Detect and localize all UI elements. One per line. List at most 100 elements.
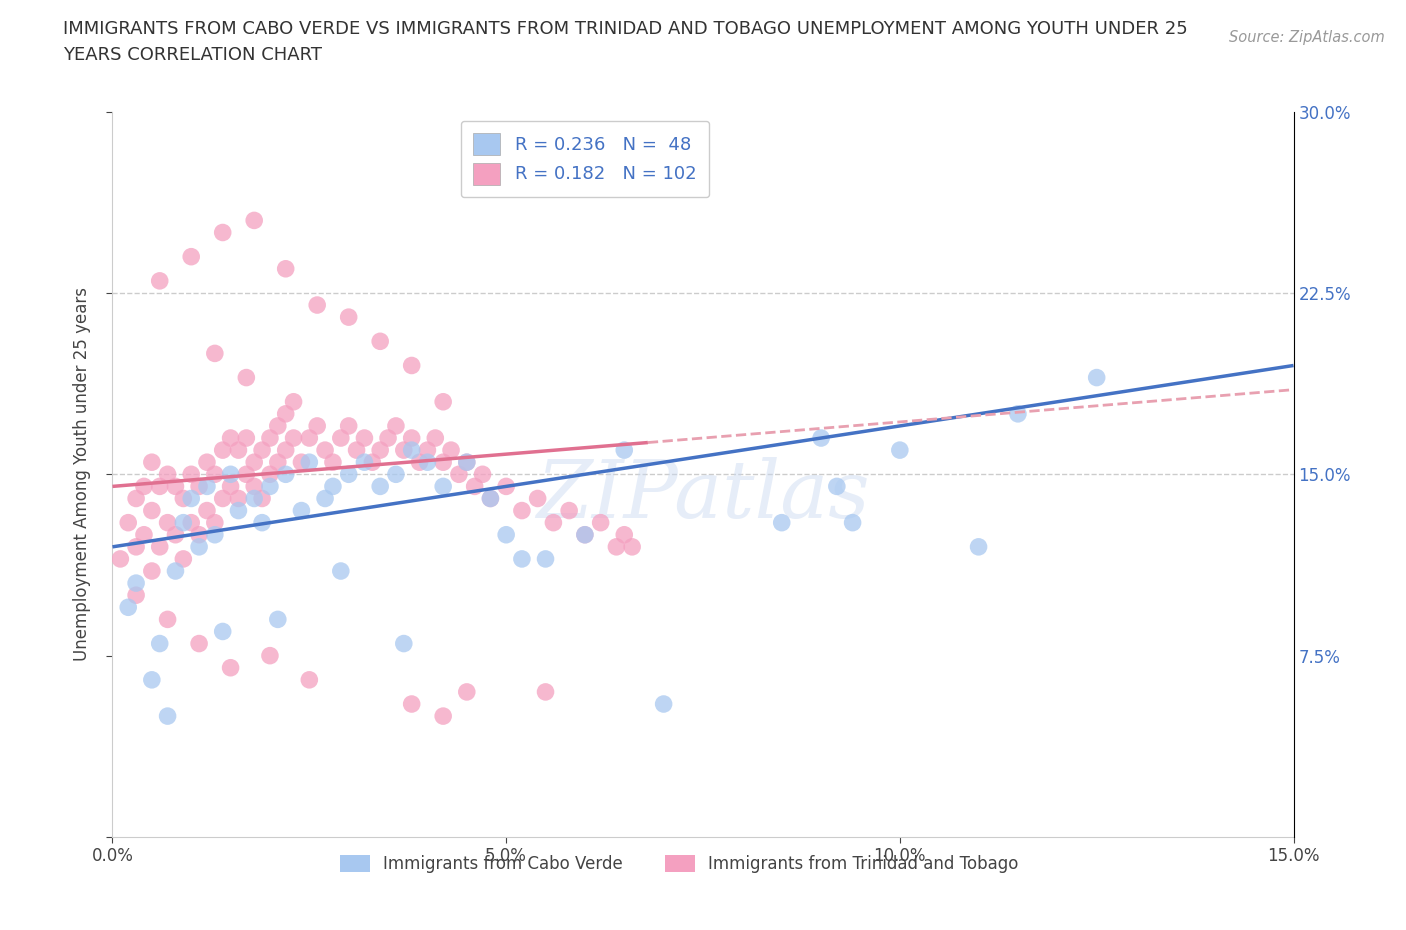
Point [125, 491, 148, 506]
Point [132, 527, 155, 542]
Point [172, 515, 194, 530]
Point [770, 515, 793, 530]
Point [259, 648, 281, 663]
Point [416, 455, 439, 470]
Point [211, 443, 233, 458]
Point [368, 443, 391, 458]
Point [464, 479, 486, 494]
Point [432, 455, 454, 470]
Point [235, 467, 257, 482]
Point [149, 539, 172, 554]
Point [156, 612, 179, 627]
Point [353, 431, 375, 445]
Point [125, 588, 148, 603]
Point [110, 551, 132, 566]
Point [274, 261, 297, 276]
Point [337, 418, 360, 433]
Point [967, 539, 990, 554]
Point [526, 491, 548, 506]
Point [368, 479, 391, 494]
Point [314, 443, 336, 458]
Point [425, 431, 447, 445]
Point [337, 467, 360, 482]
Point [204, 346, 226, 361]
Point [250, 515, 273, 530]
Point [298, 455, 321, 470]
Y-axis label: Unemployment Among Youth under 25 years: Unemployment Among Youth under 25 years [73, 287, 91, 661]
Point [447, 467, 470, 482]
Point [204, 467, 226, 482]
Point [456, 684, 478, 699]
Point [180, 249, 202, 264]
Point [361, 455, 384, 470]
Point [204, 515, 226, 530]
Point [211, 491, 233, 506]
Point [337, 310, 360, 325]
Point [149, 636, 172, 651]
Point [298, 672, 321, 687]
Point [605, 539, 627, 554]
Point [456, 455, 478, 470]
Point [889, 443, 911, 458]
Point [141, 503, 163, 518]
Point [574, 527, 596, 542]
Point [156, 709, 179, 724]
Point [132, 479, 155, 494]
Point [172, 551, 194, 566]
Point [456, 455, 478, 470]
Point [534, 684, 557, 699]
Point [235, 370, 257, 385]
Point [322, 455, 344, 470]
Point [117, 515, 139, 530]
Text: ZIPatlas: ZIPatlas [536, 458, 870, 535]
Point [307, 418, 329, 433]
Point [156, 515, 179, 530]
Point [188, 527, 211, 542]
Point [125, 576, 148, 591]
Point [250, 491, 273, 506]
Point [243, 213, 266, 228]
Point [180, 467, 202, 482]
Point [149, 273, 172, 288]
Point [307, 298, 329, 312]
Point [172, 491, 194, 506]
Text: YEARS CORRELATION CHART: YEARS CORRELATION CHART [63, 46, 322, 64]
Point [385, 467, 408, 482]
Point [156, 467, 179, 482]
Point [259, 467, 281, 482]
Point [259, 479, 281, 494]
Point [613, 443, 636, 458]
Point [479, 491, 502, 506]
Point [290, 503, 312, 518]
Point [219, 479, 242, 494]
Point [274, 406, 297, 421]
Point [188, 636, 211, 651]
Point [401, 358, 423, 373]
Point [165, 479, 187, 494]
Point [471, 467, 494, 482]
Point [267, 418, 290, 433]
Point [259, 431, 281, 445]
Point [290, 455, 312, 470]
Point [211, 225, 233, 240]
Point [613, 527, 636, 542]
Text: Source: ZipAtlas.com: Source: ZipAtlas.com [1229, 30, 1385, 45]
Point [1007, 406, 1029, 421]
Point [250, 443, 273, 458]
Point [117, 600, 139, 615]
Point [621, 539, 644, 554]
Point [510, 503, 533, 518]
Point [432, 479, 454, 494]
Point [841, 515, 863, 530]
Point [243, 455, 266, 470]
Point [274, 443, 297, 458]
Legend: Immigrants from Cabo Verde, Immigrants from Trinidad and Tobago: Immigrants from Cabo Verde, Immigrants f… [333, 848, 1025, 880]
Point [314, 491, 336, 506]
Point [204, 527, 226, 542]
Point [329, 564, 352, 578]
Point [652, 697, 675, 711]
Point [392, 636, 415, 651]
Point [180, 515, 202, 530]
Point [125, 539, 148, 554]
Point [165, 564, 187, 578]
